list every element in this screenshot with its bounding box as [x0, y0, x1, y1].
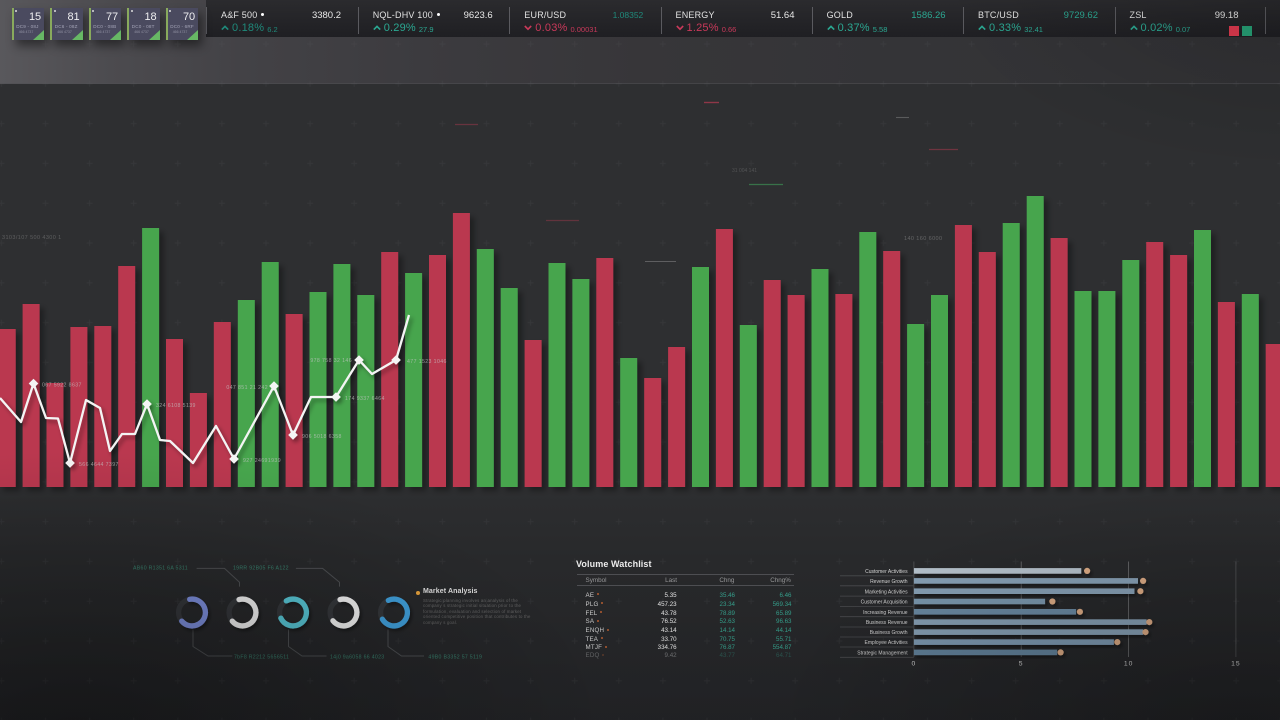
svg-text:7bF8 R2212 5656511: 7bF8 R2212 5656511: [234, 654, 289, 660]
svg-text:Customer Activities: Customer Activities: [865, 569, 908, 575]
svg-text:0: 0: [912, 661, 917, 668]
svg-text:324 6108 5139: 324 6108 5139: [156, 403, 196, 409]
svg-text:Strategic Management: Strategic Management: [857, 651, 908, 657]
svg-text:Business Growth: Business Growth: [870, 630, 908, 636]
svg-text:31 004 141: 31 004 141: [732, 168, 757, 174]
svg-text:19RR 92B05 F6 A122: 19RR 92B05 F6 A122: [233, 566, 289, 572]
svg-text:140 160 6000: 140 160 6000: [904, 236, 942, 242]
svg-text:15: 15: [1231, 661, 1241, 668]
svg-text:047 851 21 242: 047 851 21 242: [226, 385, 268, 391]
svg-text:14j0 9a6058 66 4023: 14j0 9a6058 66 4023: [330, 654, 384, 660]
svg-text:AB60 R1351 6A 5311: AB60 R1351 6A 5311: [133, 566, 188, 572]
svg-text:927 24691939: 927 24691939: [243, 458, 281, 464]
svg-text:Customer Acquisition: Customer Acquisition: [861, 600, 908, 606]
svg-text:10: 10: [1124, 661, 1134, 668]
svg-text:Business Revenue: Business Revenue: [866, 620, 908, 626]
svg-text:566 4644 7397: 566 4644 7397: [79, 462, 119, 468]
svg-text:Marketing Activities: Marketing Activities: [865, 589, 908, 595]
svg-text:978 758 32 146: 978 758 32 146: [310, 358, 352, 364]
svg-text:Increasing Revenue: Increasing Revenue: [863, 610, 908, 616]
svg-text:Revenue Growth: Revenue Growth: [870, 579, 908, 585]
svg-text:Employee Activities: Employee Activities: [865, 640, 909, 646]
svg-text:067 5922 8637: 067 5922 8637: [42, 383, 82, 389]
svg-text:49B0 B3352 57 5119: 49B0 B3352 57 5119: [428, 654, 482, 660]
svg-text:906 5018 6358: 906 5018 6358: [302, 434, 342, 440]
svg-text:5: 5: [1019, 661, 1024, 668]
svg-text:174 9337 6464: 174 9337 6464: [345, 396, 385, 402]
svg-text:3103/107 500 4300 1: 3103/107 500 4300 1: [2, 235, 62, 241]
svg-text:477 1523 1046: 477 1523 1046: [407, 359, 447, 365]
